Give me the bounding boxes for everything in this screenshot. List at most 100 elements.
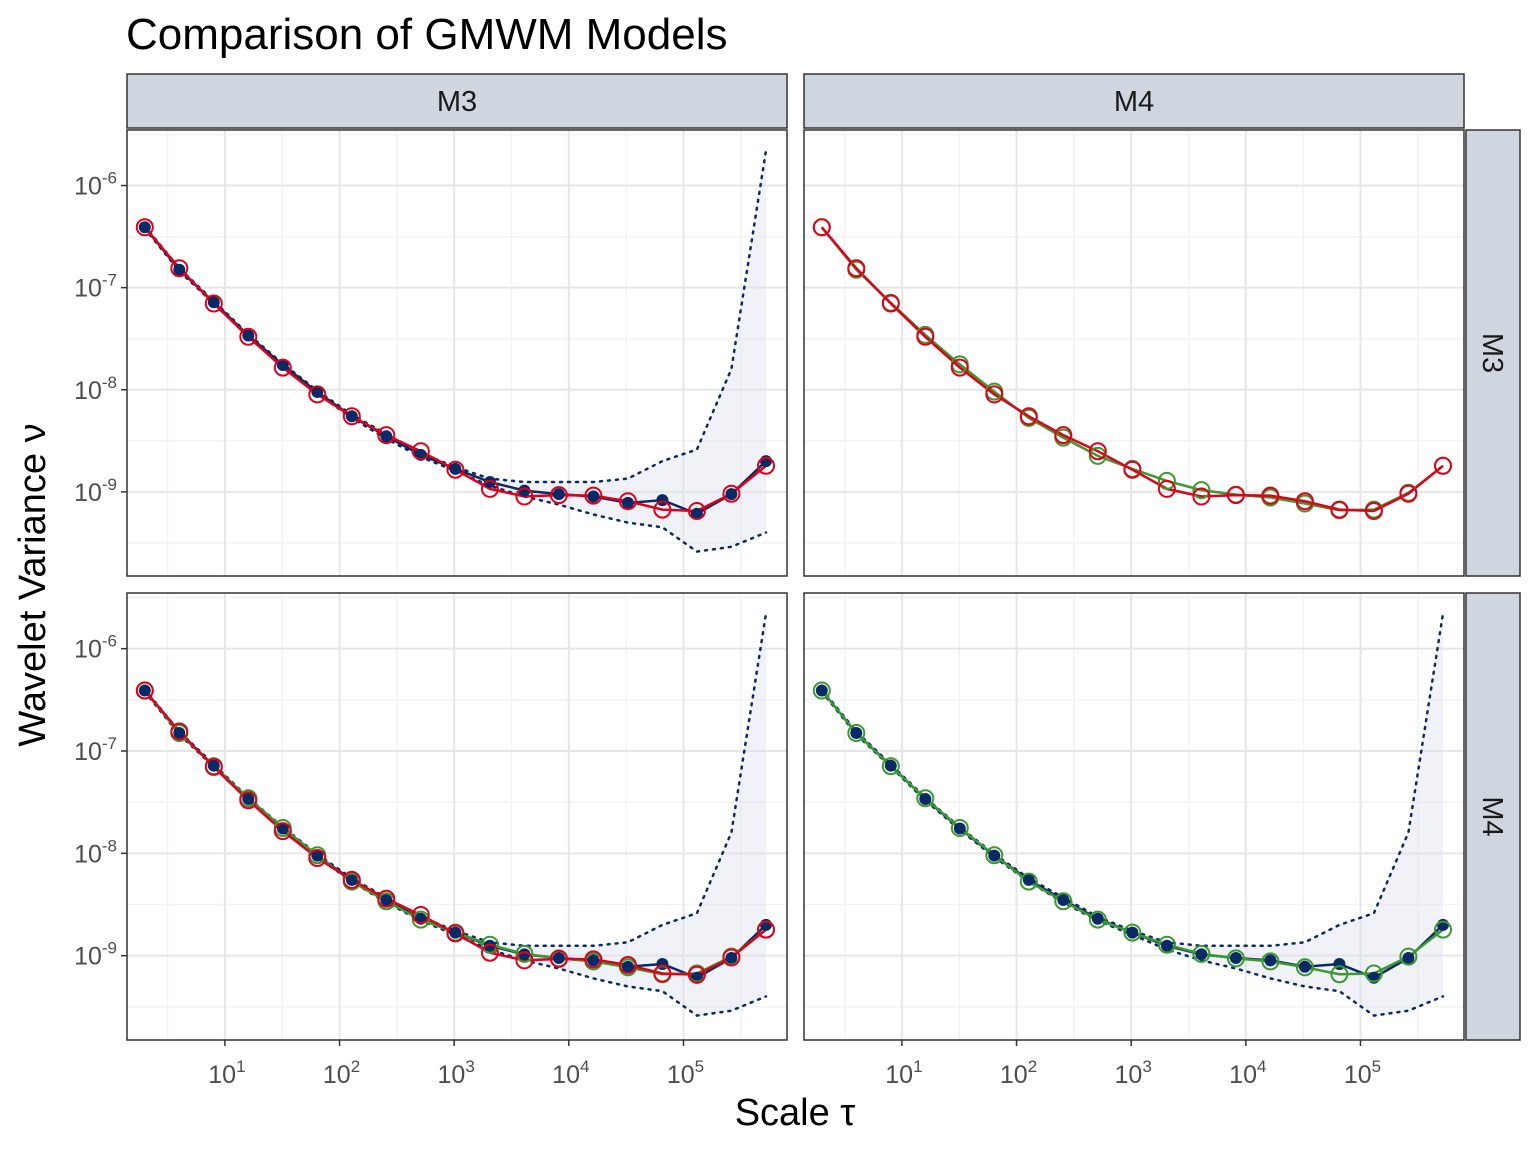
empirical-point xyxy=(138,684,151,697)
empirical-point xyxy=(1264,954,1277,967)
model-point-m3 xyxy=(1364,502,1383,520)
model-point-m3 xyxy=(916,327,935,346)
model-point-m3 xyxy=(1192,487,1211,506)
model-point-m3 xyxy=(1157,479,1176,498)
model-point-m3 xyxy=(480,943,499,962)
empirical-point xyxy=(725,952,738,964)
model-point-m4 xyxy=(411,910,430,929)
empirical-point xyxy=(919,793,932,805)
model-point-m4 xyxy=(1399,947,1418,966)
x-tick-label: 105 xyxy=(667,1057,704,1089)
model-point-m4 xyxy=(881,757,900,776)
panel-m4-m3: 10-6 10-7 10-8 10-9 101 102 103 104 105 xyxy=(74,592,788,1089)
model-point-m4 xyxy=(1226,949,1245,968)
empirical-point xyxy=(518,948,531,961)
strip-row-label: M3 xyxy=(1476,333,1508,373)
model-point-m3 xyxy=(446,460,465,479)
y-tick-label: 10-7 xyxy=(74,271,117,303)
x-tick-label: 103 xyxy=(438,1057,475,1089)
empirical-point xyxy=(884,759,897,772)
empirical-point xyxy=(173,263,186,276)
empirical-point xyxy=(1091,912,1104,925)
empirical-point xyxy=(311,849,324,862)
empirical-point xyxy=(1402,952,1415,964)
model-point-m3 xyxy=(881,294,900,313)
model-point-m4 xyxy=(1157,935,1176,954)
chart-title: Comparison of GMWM Models xyxy=(126,10,727,59)
model-point-m4 xyxy=(1295,958,1314,977)
empirical-point xyxy=(138,221,151,234)
model-point-m3 xyxy=(411,442,430,461)
panel-m4-m4: 101 102 103 104 105 xyxy=(803,592,1465,1089)
y-tick-label: 10-9 xyxy=(74,939,117,971)
model-point-m3 xyxy=(170,722,189,741)
x-tick-label: 105 xyxy=(1344,1057,1381,1089)
model-point-m3 xyxy=(757,920,775,939)
x-tick-label: 101 xyxy=(208,1057,245,1089)
model-point-m3 xyxy=(135,218,154,237)
model-point-m3 xyxy=(446,924,465,943)
model-point-m3 xyxy=(584,950,603,969)
empirical-point xyxy=(483,476,496,488)
model-point-m4 xyxy=(1434,920,1452,939)
model-point-m3 xyxy=(618,956,637,974)
empirical-point xyxy=(380,894,393,906)
model-point-m4 xyxy=(985,846,1004,865)
empirical-point xyxy=(1298,960,1311,973)
empirical-point xyxy=(621,496,634,509)
model-point-m4 xyxy=(1192,481,1211,500)
model-point-m3 xyxy=(985,385,1004,404)
empirical-point xyxy=(690,507,703,520)
panel-m3-m4 xyxy=(803,129,1465,577)
empirical-point xyxy=(621,960,634,973)
model-point-m3 xyxy=(549,486,568,505)
panel-background xyxy=(127,593,787,1040)
empirical-point xyxy=(1195,948,1208,961)
ci-upper-line xyxy=(143,149,768,484)
empirical-point xyxy=(345,410,358,423)
empirical-point xyxy=(552,952,565,964)
model-point-m3 xyxy=(618,492,637,511)
model-point-m4 xyxy=(1192,944,1211,963)
x-tick-label: 102 xyxy=(1000,1057,1037,1089)
strip-row-m4 xyxy=(1465,592,1521,1041)
model-point-m3 xyxy=(1226,486,1245,505)
empirical-point xyxy=(242,329,255,342)
x-tick-label: 103 xyxy=(1115,1057,1152,1089)
model-point-m3 xyxy=(812,218,831,237)
model-point-m3 xyxy=(239,327,258,346)
empirical-point xyxy=(587,490,600,503)
model-point-m4 xyxy=(950,819,969,837)
panel-background xyxy=(804,130,1464,576)
model-point-m3 xyxy=(273,358,292,377)
empirical-point xyxy=(1160,939,1173,952)
strip-col-label: M4 xyxy=(1114,86,1154,118)
empirical-point xyxy=(1022,873,1035,886)
empirical-point xyxy=(587,954,600,967)
model-point-m3 xyxy=(308,385,327,404)
model-point-m3 xyxy=(411,906,430,924)
model-point-m3 xyxy=(515,487,534,506)
model-point-m3 xyxy=(204,757,223,776)
model-point-m4 xyxy=(1088,910,1107,929)
model-point-m3 xyxy=(342,870,361,889)
empirical-point xyxy=(725,488,738,501)
strip-row-m3 xyxy=(1465,129,1521,577)
y-tick-label: 10-8 xyxy=(74,836,117,868)
model-point-m3 xyxy=(273,822,292,841)
model-point-m4 xyxy=(1054,892,1073,911)
y-tick-label: 10-6 xyxy=(74,169,117,201)
ci-band xyxy=(144,150,767,552)
model-point-m3 xyxy=(757,456,775,475)
empirical-point xyxy=(552,488,565,501)
empirical-point xyxy=(850,727,863,739)
panel-border xyxy=(803,129,1465,577)
model-point-m3 xyxy=(515,951,534,970)
empirical-point xyxy=(207,296,220,309)
empirical-point xyxy=(483,939,496,952)
empirical-point xyxy=(815,684,828,697)
x-tick-label: 104 xyxy=(552,1057,589,1089)
empirical-point xyxy=(449,462,462,475)
model-point-m3 xyxy=(204,294,223,313)
